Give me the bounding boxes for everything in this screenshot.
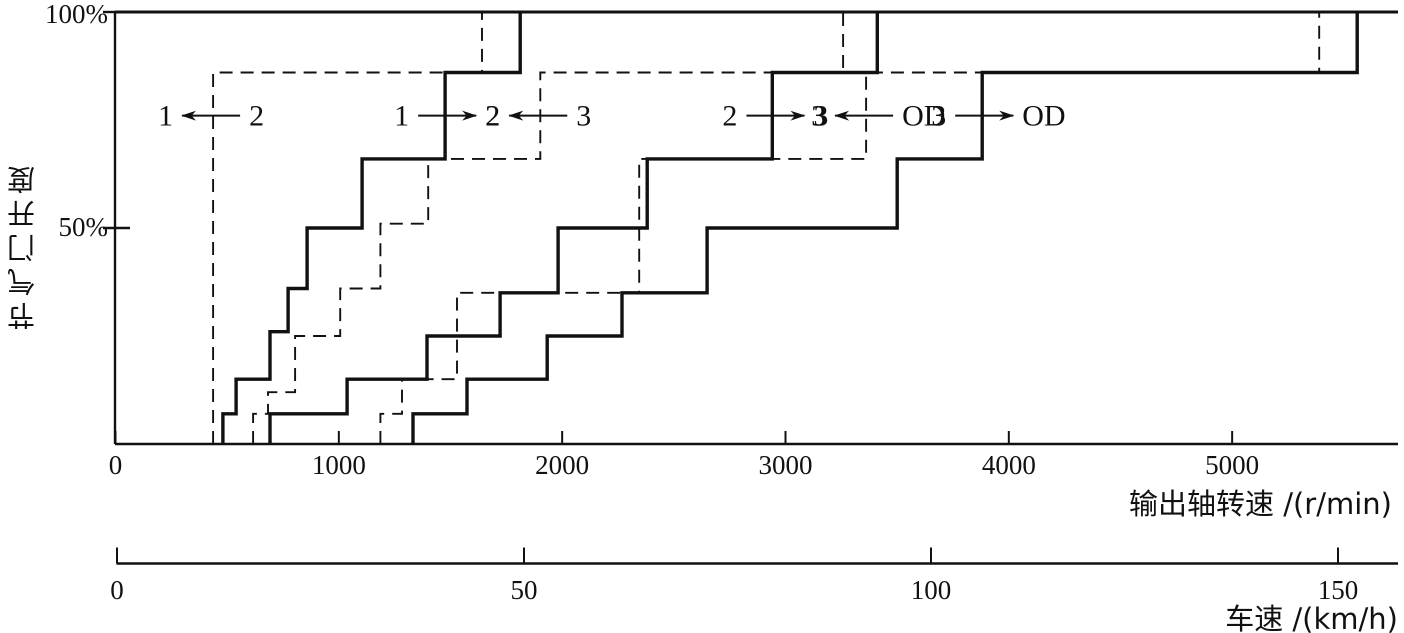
y-axis-title: 节气门开度 <box>6 160 39 330</box>
x-tick-label: 4000 <box>982 450 1036 480</box>
curve-downshift-2-1 <box>212 12 483 444</box>
curve-downshift-OD-3 <box>379 12 1321 444</box>
shift-label-right: 3 <box>576 100 591 133</box>
shift-label-left: 3 <box>931 100 946 133</box>
y-tick-label-100: 100% <box>45 0 108 29</box>
x-tick-label: 0 <box>109 450 123 480</box>
curve-upshift-3-OD <box>411 12 1359 444</box>
plot-frame <box>113 10 1398 565</box>
shift-label-left: 1 <box>394 100 409 133</box>
speed-tick-label: 50 <box>511 575 538 605</box>
shift-label-right: 2 <box>249 100 264 133</box>
label-OD-to-3: 3 OD <box>811 100 945 133</box>
x-tick-label: 5000 <box>1205 450 1259 480</box>
label-3-to-OD: 3 OD <box>931 100 1065 133</box>
speed-tick-label: 150 <box>1318 575 1359 605</box>
y-tick-label-50: 50% <box>58 212 109 242</box>
speed-tick-label: 100 <box>911 575 952 605</box>
axis-ticks <box>103 10 1339 564</box>
axis-tick-labels: 0 1000 2000 3000 4000 5000 0 50 100 150 <box>109 450 1359 605</box>
shift-label-left: 2 <box>722 100 737 133</box>
x-tick-label: 1000 <box>312 450 366 480</box>
x-tick-label: 2000 <box>535 450 589 480</box>
shift-curves <box>212 12 1359 444</box>
shift-label-left: 3 <box>811 100 826 133</box>
x-axis-title-vehicle-speed: 车速 /(km/h) <box>1225 602 1398 633</box>
shift-label-left: 1 <box>158 100 173 133</box>
shift-label-left: 2 <box>485 100 500 133</box>
shift-label-right: 2 <box>485 100 500 133</box>
x-axis-title-output-speed: 输出轴转速 /(r/min) <box>1129 487 1392 521</box>
x-tick-label: 3000 <box>758 450 812 480</box>
shift-label-right: OD <box>1022 100 1065 133</box>
shift-label-right: 3 <box>813 100 828 133</box>
shift-annotations: 1 2 1 22 3 2 33 OD3 OD <box>158 100 1065 133</box>
speed-tick-label: 0 <box>110 575 124 605</box>
shift-label-right: OD <box>902 100 945 133</box>
